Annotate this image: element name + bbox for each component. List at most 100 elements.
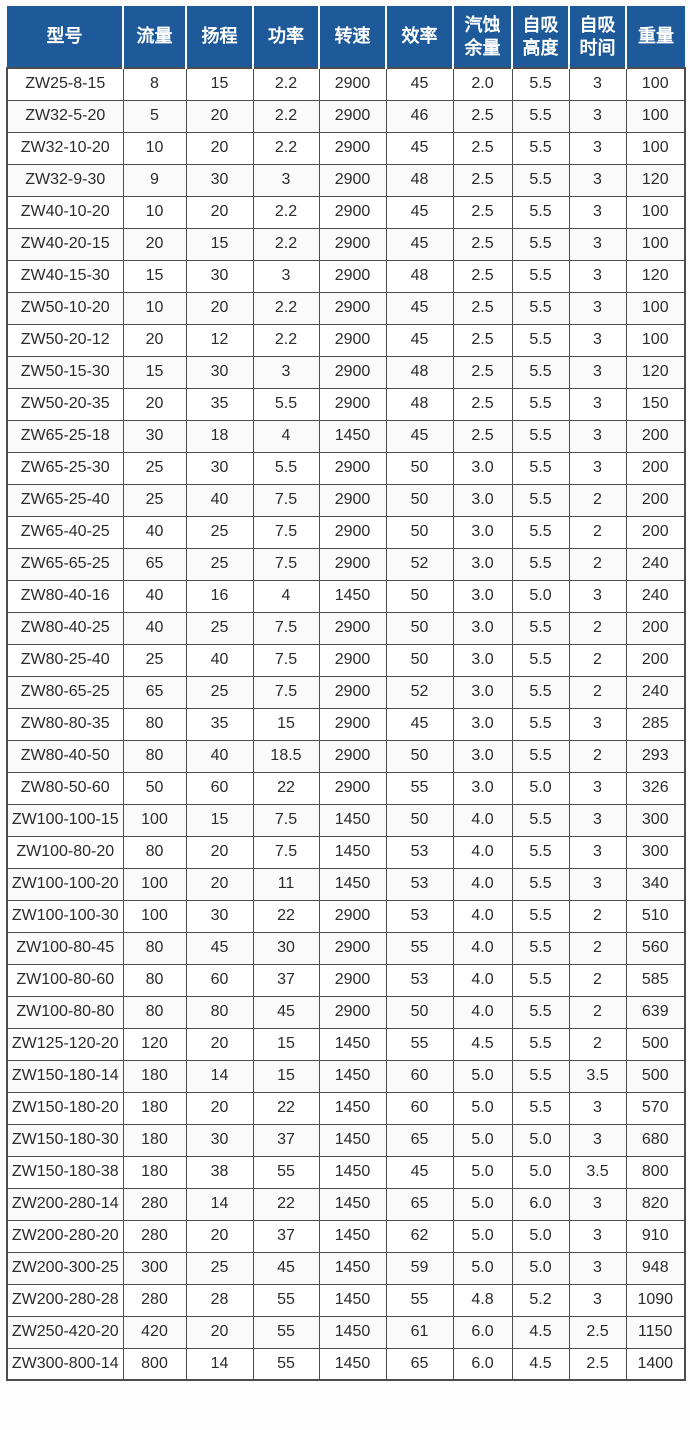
flow-cell: 180 <box>122 1059 187 1093</box>
priming-height-cell: 5.5 <box>511 963 570 997</box>
power-cell: 4 <box>252 579 320 613</box>
weight-cell: 293 <box>625 739 686 773</box>
flow-cell: 15 <box>122 259 187 293</box>
head-cell: 38 <box>185 1155 254 1189</box>
speed-cell: 2900 <box>318 99 387 133</box>
efficiency-cell: 50 <box>385 579 454 613</box>
npsh-cell: 3.0 <box>452 515 513 549</box>
power-cell: 45 <box>252 1251 320 1285</box>
efficiency-cell: 50 <box>385 515 454 549</box>
speed-cell: 2900 <box>318 131 387 165</box>
speed-cell: 2900 <box>318 899 387 933</box>
power-cell: 7.5 <box>252 643 320 677</box>
power-cell: 18.5 <box>252 739 320 773</box>
model-cell: ZW80-40-16 <box>6 579 124 613</box>
npsh-cell: 3.0 <box>452 611 513 645</box>
model-cell: ZW150-180-38 <box>6 1155 124 1189</box>
npsh-cell: 3.0 <box>452 707 513 741</box>
weight-cell: 285 <box>625 707 686 741</box>
efficiency-cell: 48 <box>385 387 454 421</box>
priming-height-cell: 5.5 <box>511 131 570 165</box>
head-cell: 20 <box>185 1315 254 1349</box>
efficiency-cell: 45 <box>385 1155 454 1189</box>
flow-cell: 40 <box>122 515 187 549</box>
table-row: ZW100-100-20 100 20 11 1450 53 4.0 5.5 3 340 <box>6 867 686 901</box>
power-cell: 7.5 <box>252 803 320 837</box>
table-row: ZW100-80-80 80 80 45 2900 50 4.0 5.5 2 639 <box>6 995 686 1029</box>
priming-time-cell: 3 <box>568 387 627 421</box>
npsh-cell: 3.0 <box>452 547 513 581</box>
weight-cell: 820 <box>625 1187 686 1221</box>
table-row: ZW80-25-40 25 40 7.5 2900 50 3.0 5.5 2 200 <box>6 643 686 677</box>
priming-time-cell: 2 <box>568 547 627 581</box>
priming-time-cell: 3 <box>568 99 627 133</box>
priming-height-cell: 4.5 <box>511 1347 570 1381</box>
flow-cell: 30 <box>122 419 187 453</box>
efficiency-cell: 50 <box>385 995 454 1029</box>
head-cell: 15 <box>185 227 254 261</box>
head-cell: 30 <box>185 899 254 933</box>
head-cell: 20 <box>185 131 254 165</box>
priming-height-cell: 5.5 <box>511 483 570 517</box>
speed-cell: 2900 <box>318 995 387 1029</box>
head-cell: 14 <box>185 1187 254 1221</box>
model-cell: ZW40-20-15 <box>6 227 124 261</box>
efficiency-cell: 59 <box>385 1251 454 1285</box>
efficiency-cell: 50 <box>385 803 454 837</box>
npsh-cell: 2.5 <box>452 419 513 453</box>
npsh-cell: 2.5 <box>452 387 513 421</box>
power-cell: 22 <box>252 771 320 805</box>
speed-cell: 2900 <box>318 963 387 997</box>
flow-cell: 80 <box>122 739 187 773</box>
table-row: ZW80-40-50 80 40 18.5 2900 50 3.0 5.5 2 293 <box>6 739 686 773</box>
head-cell: 20 <box>185 867 254 901</box>
table-row: ZW200-300-25 300 25 45 1450 59 5.0 5.0 3 948 <box>6 1251 686 1285</box>
npsh-cell: 2.5 <box>452 291 513 325</box>
npsh-cell: 4.0 <box>452 931 513 965</box>
model-cell: ZW80-80-35 <box>6 707 124 741</box>
weight-cell: 1400 <box>625 1347 686 1381</box>
head-cell: 30 <box>185 451 254 485</box>
speed-cell: 2900 <box>318 515 387 549</box>
efficiency-cell: 45 <box>385 195 454 229</box>
flow-cell: 180 <box>122 1091 187 1125</box>
speed-cell: 1450 <box>318 1283 387 1317</box>
priming-height-cell: 4.5 <box>511 1315 570 1349</box>
speed-cell: 1450 <box>318 1155 387 1189</box>
weight-cell: 100 <box>625 195 686 229</box>
priming-height-cell: 5.5 <box>511 995 570 1029</box>
npsh-cell: 4.8 <box>452 1283 513 1317</box>
model-cell: ZW50-20-12 <box>6 323 124 357</box>
power-cell: 15 <box>252 1059 320 1093</box>
column-header-efficiency: 效率 <box>385 6 454 69</box>
head-cell: 30 <box>185 1123 254 1157</box>
efficiency-cell: 52 <box>385 547 454 581</box>
priming-time-cell: 2.5 <box>568 1347 627 1381</box>
model-cell: ZW100-80-60 <box>6 963 124 997</box>
head-cell: 80 <box>185 995 254 1029</box>
npsh-cell: 4.0 <box>452 803 513 837</box>
weight-cell: 240 <box>625 579 686 613</box>
priming-time-cell: 3 <box>568 355 627 389</box>
model-cell: ZW125-120-20 <box>6 1027 124 1061</box>
priming-time-cell: 3 <box>568 1219 627 1253</box>
head-cell: 40 <box>185 739 254 773</box>
power-cell: 2.2 <box>252 99 320 133</box>
power-cell: 55 <box>252 1315 320 1349</box>
npsh-cell: 2.5 <box>452 259 513 293</box>
npsh-cell: 5.0 <box>452 1091 513 1125</box>
power-cell: 2.2 <box>252 323 320 357</box>
priming-time-cell: 3.5 <box>568 1059 627 1093</box>
head-cell: 30 <box>185 355 254 389</box>
table-row: ZW100-100-30 100 30 22 2900 53 4.0 5.5 2 510 <box>6 899 686 933</box>
speed-cell: 2900 <box>318 611 387 645</box>
speed-cell: 1450 <box>318 867 387 901</box>
table-header: 型号 流量 扬程 功率 转速 效率 汽蚀余量 自吸高度 自吸时间 重量 <box>7 6 685 69</box>
power-cell: 7.5 <box>252 547 320 581</box>
efficiency-cell: 50 <box>385 611 454 645</box>
flow-cell: 80 <box>122 835 187 869</box>
power-cell: 22 <box>252 1187 320 1221</box>
column-header-speed: 转速 <box>318 6 387 69</box>
npsh-cell: 2.5 <box>452 227 513 261</box>
